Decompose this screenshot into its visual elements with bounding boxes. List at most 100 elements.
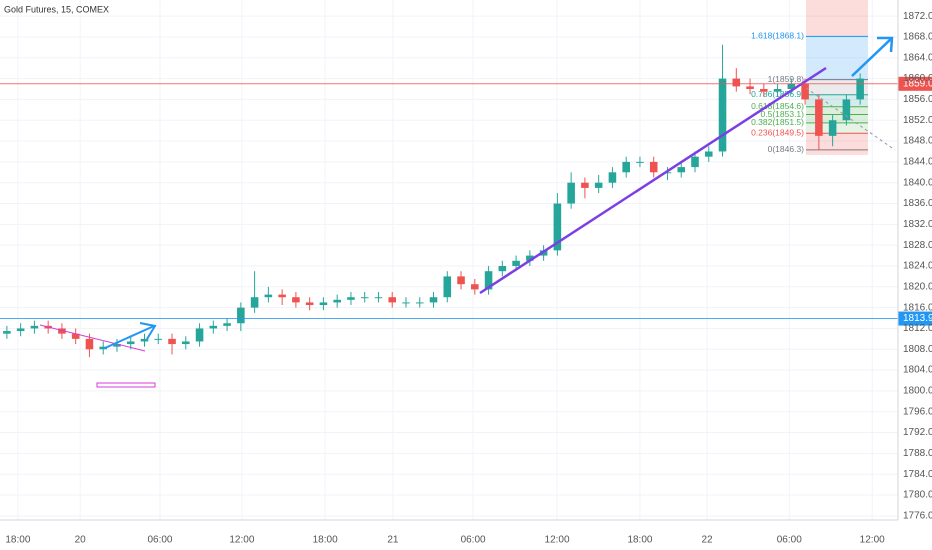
fib-label: 1.618(1868.1) [751,31,804,41]
candle-body [292,297,300,303]
candle-body [374,297,383,299]
x-tick-label: 12:00 [860,535,885,546]
candle-body [99,346,108,350]
price-tag [898,76,932,91]
candle-body [663,172,672,174]
fib-label: 0.382(1851.5) [751,117,804,127]
price-tag-label: 1813.9 [903,313,932,324]
candle-body [195,328,204,342]
arrow [104,325,155,349]
arrow-head [139,322,157,340]
candle-body [787,83,796,90]
y-tick-label: 1860.0 [903,73,932,84]
x-tick-label: 06:00 [147,535,172,546]
y-tick-label: 1828.0 [903,240,932,251]
candle-body [856,78,864,100]
candle-body [360,297,369,299]
candle-body [113,344,121,347]
candle-body [636,161,644,163]
y-tick-label: 1784.0 [903,469,932,480]
y-tick-label: 1864.0 [903,52,932,63]
candle-body [154,338,163,340]
candle-body [498,265,507,272]
y-tick-label: 1780.0 [903,490,932,501]
price-tag-label: 1859.0 [903,78,932,89]
candle-body [347,297,355,300]
candle-body [3,331,11,334]
candle-body [704,151,713,157]
candle-body [622,161,630,173]
candle-body [773,89,782,92]
candle-body [677,167,686,173]
candle-body [526,255,534,261]
candle-body [237,307,245,324]
fibonacci: 1.618(1868.1)1(1859.8)0.786(1856.9)0.618… [751,0,868,155]
candle-body [457,276,465,285]
fib-band [806,114,868,123]
y-tick-label: 1788.0 [903,448,932,459]
x-tick-label: 21 [387,535,399,546]
y-tick-label: 1824.0 [903,261,932,272]
box [96,382,156,388]
chart-title: Gold Futures, 15, COMEX [4,4,109,14]
drawings [39,36,896,388]
y-tick-label: 1776.0 [903,510,932,521]
price-tag [898,311,932,326]
y-tick-label: 1852.0 [903,115,932,126]
candle-body [30,325,39,329]
fib-extension-zone [806,0,868,37]
candle-body [415,302,424,304]
fib-label: 0.236(1849.5) [751,128,804,138]
candle-body [815,99,823,136]
y-tick-label: 1836.0 [903,198,932,209]
candle-body [333,299,341,303]
fib-diagonal [805,87,896,151]
candle-body [567,182,575,204]
candle-body [58,328,66,334]
candle-body [278,294,286,298]
candle-body [182,341,190,345]
y-tick-label: 1868.0 [903,32,932,43]
x-tick-label: 06:00 [777,535,802,546]
x-tick-label: 18:00 [627,535,652,546]
candle-body [828,120,837,136]
candle-body [581,182,589,188]
candle-body [594,182,603,188]
y-tick-label: 1792.0 [903,427,932,438]
candle-body [140,338,149,342]
candle-body [801,83,809,100]
candle-body [319,302,328,306]
fib-label: 0.618(1854.6) [751,101,804,111]
candle-body [760,89,768,92]
y-tick-label: 1840.0 [903,177,932,188]
fib-band [806,133,868,150]
y-tick-label: 1804.0 [903,365,932,376]
y-tick-label: 1812.0 [903,323,932,334]
candle-body [388,297,397,303]
fib-label: 0(1846.3) [768,144,805,154]
candle-body [85,338,94,350]
y-tick-label: 1800.0 [903,386,932,397]
fib-base-zone [806,149,868,155]
y-tick-label: 1872.0 [903,11,932,22]
y-tick-label: 1844.0 [903,157,932,168]
candle-body [512,260,520,266]
candle-body [16,328,25,332]
fib-band [806,122,868,134]
candle-body [126,341,135,345]
candle-body [842,99,851,121]
y-tick-label: 1820.0 [903,281,932,292]
candle-body [250,297,259,308]
candle-body [649,161,658,173]
y-tick-label: 1832.0 [903,219,932,230]
candle-body [553,203,562,251]
fib-band [806,36,868,80]
candle-body [305,302,314,306]
x-tick-label: 20 [75,535,87,546]
candle-body [471,284,479,290]
y-tick-label: 1848.0 [903,136,932,147]
candle-body [732,78,741,87]
x-tick-label: 18:00 [5,535,30,546]
